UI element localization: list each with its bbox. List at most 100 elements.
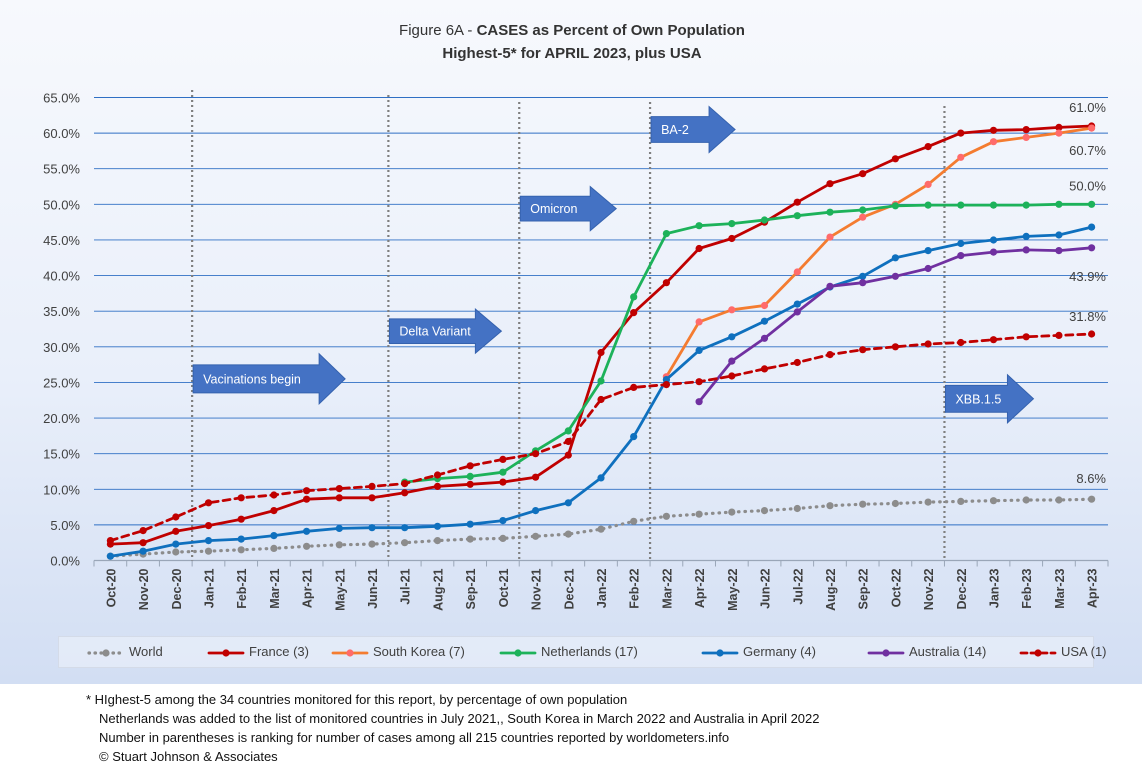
data-point (989, 336, 998, 344)
data-point (891, 254, 900, 262)
legend-item-germany-4: Germany (4) (701, 644, 816, 659)
data-point (662, 279, 671, 287)
data-point (957, 153, 965, 161)
data-point (1022, 333, 1030, 341)
annotation-arrow (944, 373, 1035, 424)
x-tick-label: Nov-21 (530, 568, 544, 610)
data-point (433, 522, 442, 530)
data-point (989, 236, 998, 244)
data-point (466, 472, 474, 480)
series-world (106, 495, 1096, 560)
data-point (1088, 244, 1096, 252)
data-point (597, 474, 605, 482)
data-point (1055, 129, 1063, 137)
x-tick-label: Mar-23 (1053, 568, 1067, 608)
data-point (891, 202, 900, 210)
data-point (728, 306, 736, 314)
data-point (106, 552, 114, 560)
data-point (826, 208, 834, 216)
x-tick-label: Oct-22 (889, 568, 903, 607)
y-axis: 0.0% 5.0% 10.0% 15.0% 20.0% 25.0% 30.0% 35.0% 40… (43, 91, 80, 569)
data-point (564, 499, 572, 507)
data-point (695, 222, 703, 230)
data-point (204, 537, 213, 545)
data-point (237, 546, 245, 554)
data-label-france-3: 61.0% (1069, 100, 1106, 115)
footnote-asterisk: * HIghest-5 among the 34 countries monit… (86, 692, 628, 707)
data-point (924, 143, 932, 151)
x-tick-label: Jun-21 (366, 568, 380, 608)
series-france-3 (106, 122, 1096, 548)
data-point (793, 212, 801, 220)
data-point (204, 522, 213, 530)
data-point (760, 334, 769, 342)
x-tick-label: Apr-22 (693, 568, 707, 608)
legend-swatch (499, 648, 537, 657)
y-tick-label: 60.0% (43, 126, 80, 141)
data-point (728, 357, 736, 365)
y-tick-label: 35.0% (43, 304, 80, 319)
x-tick-label: Nov-22 (922, 568, 936, 610)
legend-item-usa-1: USA (1) (1019, 644, 1107, 659)
legend-swatch (867, 648, 905, 657)
annotation-omicron: Omicron (519, 185, 617, 232)
annotation-ba-2: BA-2 (650, 105, 736, 154)
annotation-vacinations-begin: Vacinations begin (192, 352, 346, 406)
x-tick-label: Jun-22 (759, 568, 773, 608)
data-point (1055, 331, 1063, 339)
data-point (662, 376, 671, 384)
data-point (859, 272, 867, 280)
x-tick-label: Mar-22 (660, 568, 674, 608)
data-point (335, 485, 343, 493)
data-point (532, 473, 540, 481)
data-point (499, 534, 507, 543)
x-tick-label: Dec-20 (170, 568, 184, 609)
data-point (630, 433, 638, 441)
data-point (270, 491, 278, 499)
data-point (793, 308, 801, 316)
data-point (532, 507, 540, 515)
x-tick-label: Feb-23 (1020, 568, 1034, 608)
data-point (662, 512, 671, 520)
data-point (433, 537, 442, 545)
data-point (695, 346, 703, 354)
y-tick-label: 25.0% (43, 375, 80, 390)
data-point (401, 524, 409, 532)
data-point (335, 524, 343, 533)
data-point (630, 383, 638, 391)
annotation-arrow (650, 105, 736, 154)
data-point (433, 471, 442, 479)
y-tick-label: 40.0% (43, 269, 80, 284)
data-point (630, 517, 638, 525)
annotation-arrow (192, 352, 346, 406)
y-tick-label: 5.0% (50, 518, 80, 533)
y-tick-label: 30.0% (43, 340, 80, 355)
y-tick-label: 20.0% (43, 411, 80, 426)
legend-label: Australia (14) (909, 644, 987, 659)
annotation-arrow (519, 185, 617, 232)
data-point (1055, 496, 1063, 504)
data-point (564, 437, 572, 446)
data-point (760, 301, 769, 310)
data-point (499, 468, 507, 476)
legend-label: World (129, 644, 163, 659)
y-tick-label: 55.0% (43, 162, 80, 177)
data-point (728, 220, 736, 228)
x-tick-label: Apr-21 (301, 568, 315, 608)
x-tick-label: Feb-21 (235, 568, 249, 608)
data-point (957, 239, 965, 248)
y-tick-label: 50.0% (43, 197, 80, 212)
data-point (597, 377, 605, 385)
data-point (826, 233, 834, 241)
legend-label: France (3) (249, 644, 309, 659)
series-germany-4 (106, 223, 1096, 560)
data-point (532, 450, 540, 458)
annotation-label: XBB.1.5 (955, 392, 1001, 406)
chart-plot: Figure 6A - CASES as Percent of Own Popu… (43, 22, 1109, 611)
annotation-label: Vacinations begin (203, 372, 301, 386)
series-australia-14 (695, 244, 1096, 406)
data-point (237, 515, 245, 523)
legend-item-australia-14: Australia (14) (867, 644, 986, 659)
x-tick-label: Jul-21 (399, 568, 413, 604)
data-point (335, 541, 343, 549)
